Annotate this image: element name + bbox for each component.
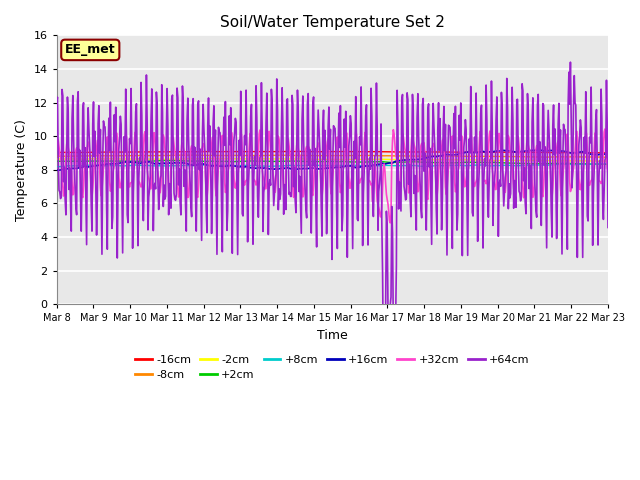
Y-axis label: Temperature (C): Temperature (C): [15, 119, 28, 221]
Text: EE_met: EE_met: [65, 43, 116, 57]
Legend: -16cm, -8cm, -2cm, +2cm, +8cm, +16cm, +32cm, +64cm: -16cm, -8cm, -2cm, +2cm, +8cm, +16cm, +3…: [131, 350, 534, 385]
X-axis label: Time: Time: [317, 329, 348, 342]
Title: Soil/Water Temperature Set 2: Soil/Water Temperature Set 2: [220, 15, 445, 30]
